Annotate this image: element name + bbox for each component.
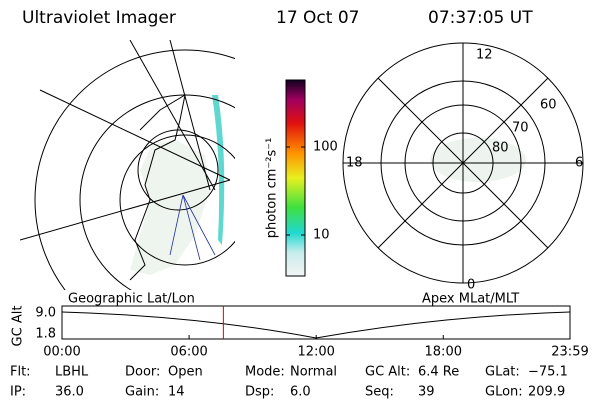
x-tick-label: 06:00 xyxy=(170,345,207,360)
field-value: 36.0 xyxy=(55,385,84,400)
date: 17 Oct 07 xyxy=(276,8,359,28)
field-label: Mode: xyxy=(245,365,285,380)
x-tick-label: 00:00 xyxy=(43,345,80,360)
field-label: GLon: xyxy=(485,385,523,400)
x-tick-label: 12:00 xyxy=(297,345,334,360)
y-tick-label: 1.8 xyxy=(35,327,56,342)
mlt-label: 18 xyxy=(346,156,363,171)
y-tick-label: 9.0 xyxy=(35,306,56,321)
x-tick-label: 23:59 xyxy=(551,345,588,360)
field-value: Open xyxy=(168,365,203,380)
colorbar-tick-label: 100 xyxy=(313,140,338,155)
right-panel-label: Apex MLat/MLT xyxy=(422,292,519,307)
field-value: −75.1 xyxy=(528,365,568,380)
field-label: Gain: xyxy=(125,385,159,400)
field-value: Normal xyxy=(290,365,337,380)
field-label: Dsp: xyxy=(245,385,274,400)
field-value: 6.0 xyxy=(290,385,311,400)
y-axis-label: GC Alt xyxy=(11,306,26,347)
field-value: LBHL xyxy=(55,365,89,380)
colorbar xyxy=(285,79,306,277)
polar-plot xyxy=(342,42,584,284)
field-value: 209.9 xyxy=(528,385,565,400)
field-label: Door: xyxy=(125,365,160,380)
field-label: Seq: xyxy=(365,385,394,400)
mlt-label: 0 xyxy=(467,278,475,293)
field-label: GC Alt: xyxy=(365,365,410,380)
field-value: 14 xyxy=(168,385,185,400)
field-label: Flt: xyxy=(10,365,31,380)
geographic-map xyxy=(20,40,235,290)
title: Ultraviolet Imager xyxy=(22,8,176,28)
x-tick-label: 18:00 xyxy=(425,345,462,360)
colorbar-label: photon cm⁻²s⁻¹ xyxy=(265,138,280,239)
lat-label: 60 xyxy=(540,98,557,113)
field-value: 6.4 Re xyxy=(418,365,459,380)
lat-label: 80 xyxy=(492,141,509,156)
field-label: GLat: xyxy=(485,365,520,380)
field-value: 39 xyxy=(418,385,435,400)
field-label: IP: xyxy=(10,385,26,400)
altitude-curve xyxy=(61,311,571,339)
mlt-label: 6 xyxy=(575,156,583,171)
left-panel-label: Geographic Lat/Lon xyxy=(68,292,195,307)
mlt-label: 12 xyxy=(476,48,493,63)
altitude-frame xyxy=(61,305,571,340)
time: 07:37:05 UT xyxy=(428,8,533,28)
lat-label: 70 xyxy=(512,121,529,136)
colorbar-tick-label: 10 xyxy=(313,228,330,243)
